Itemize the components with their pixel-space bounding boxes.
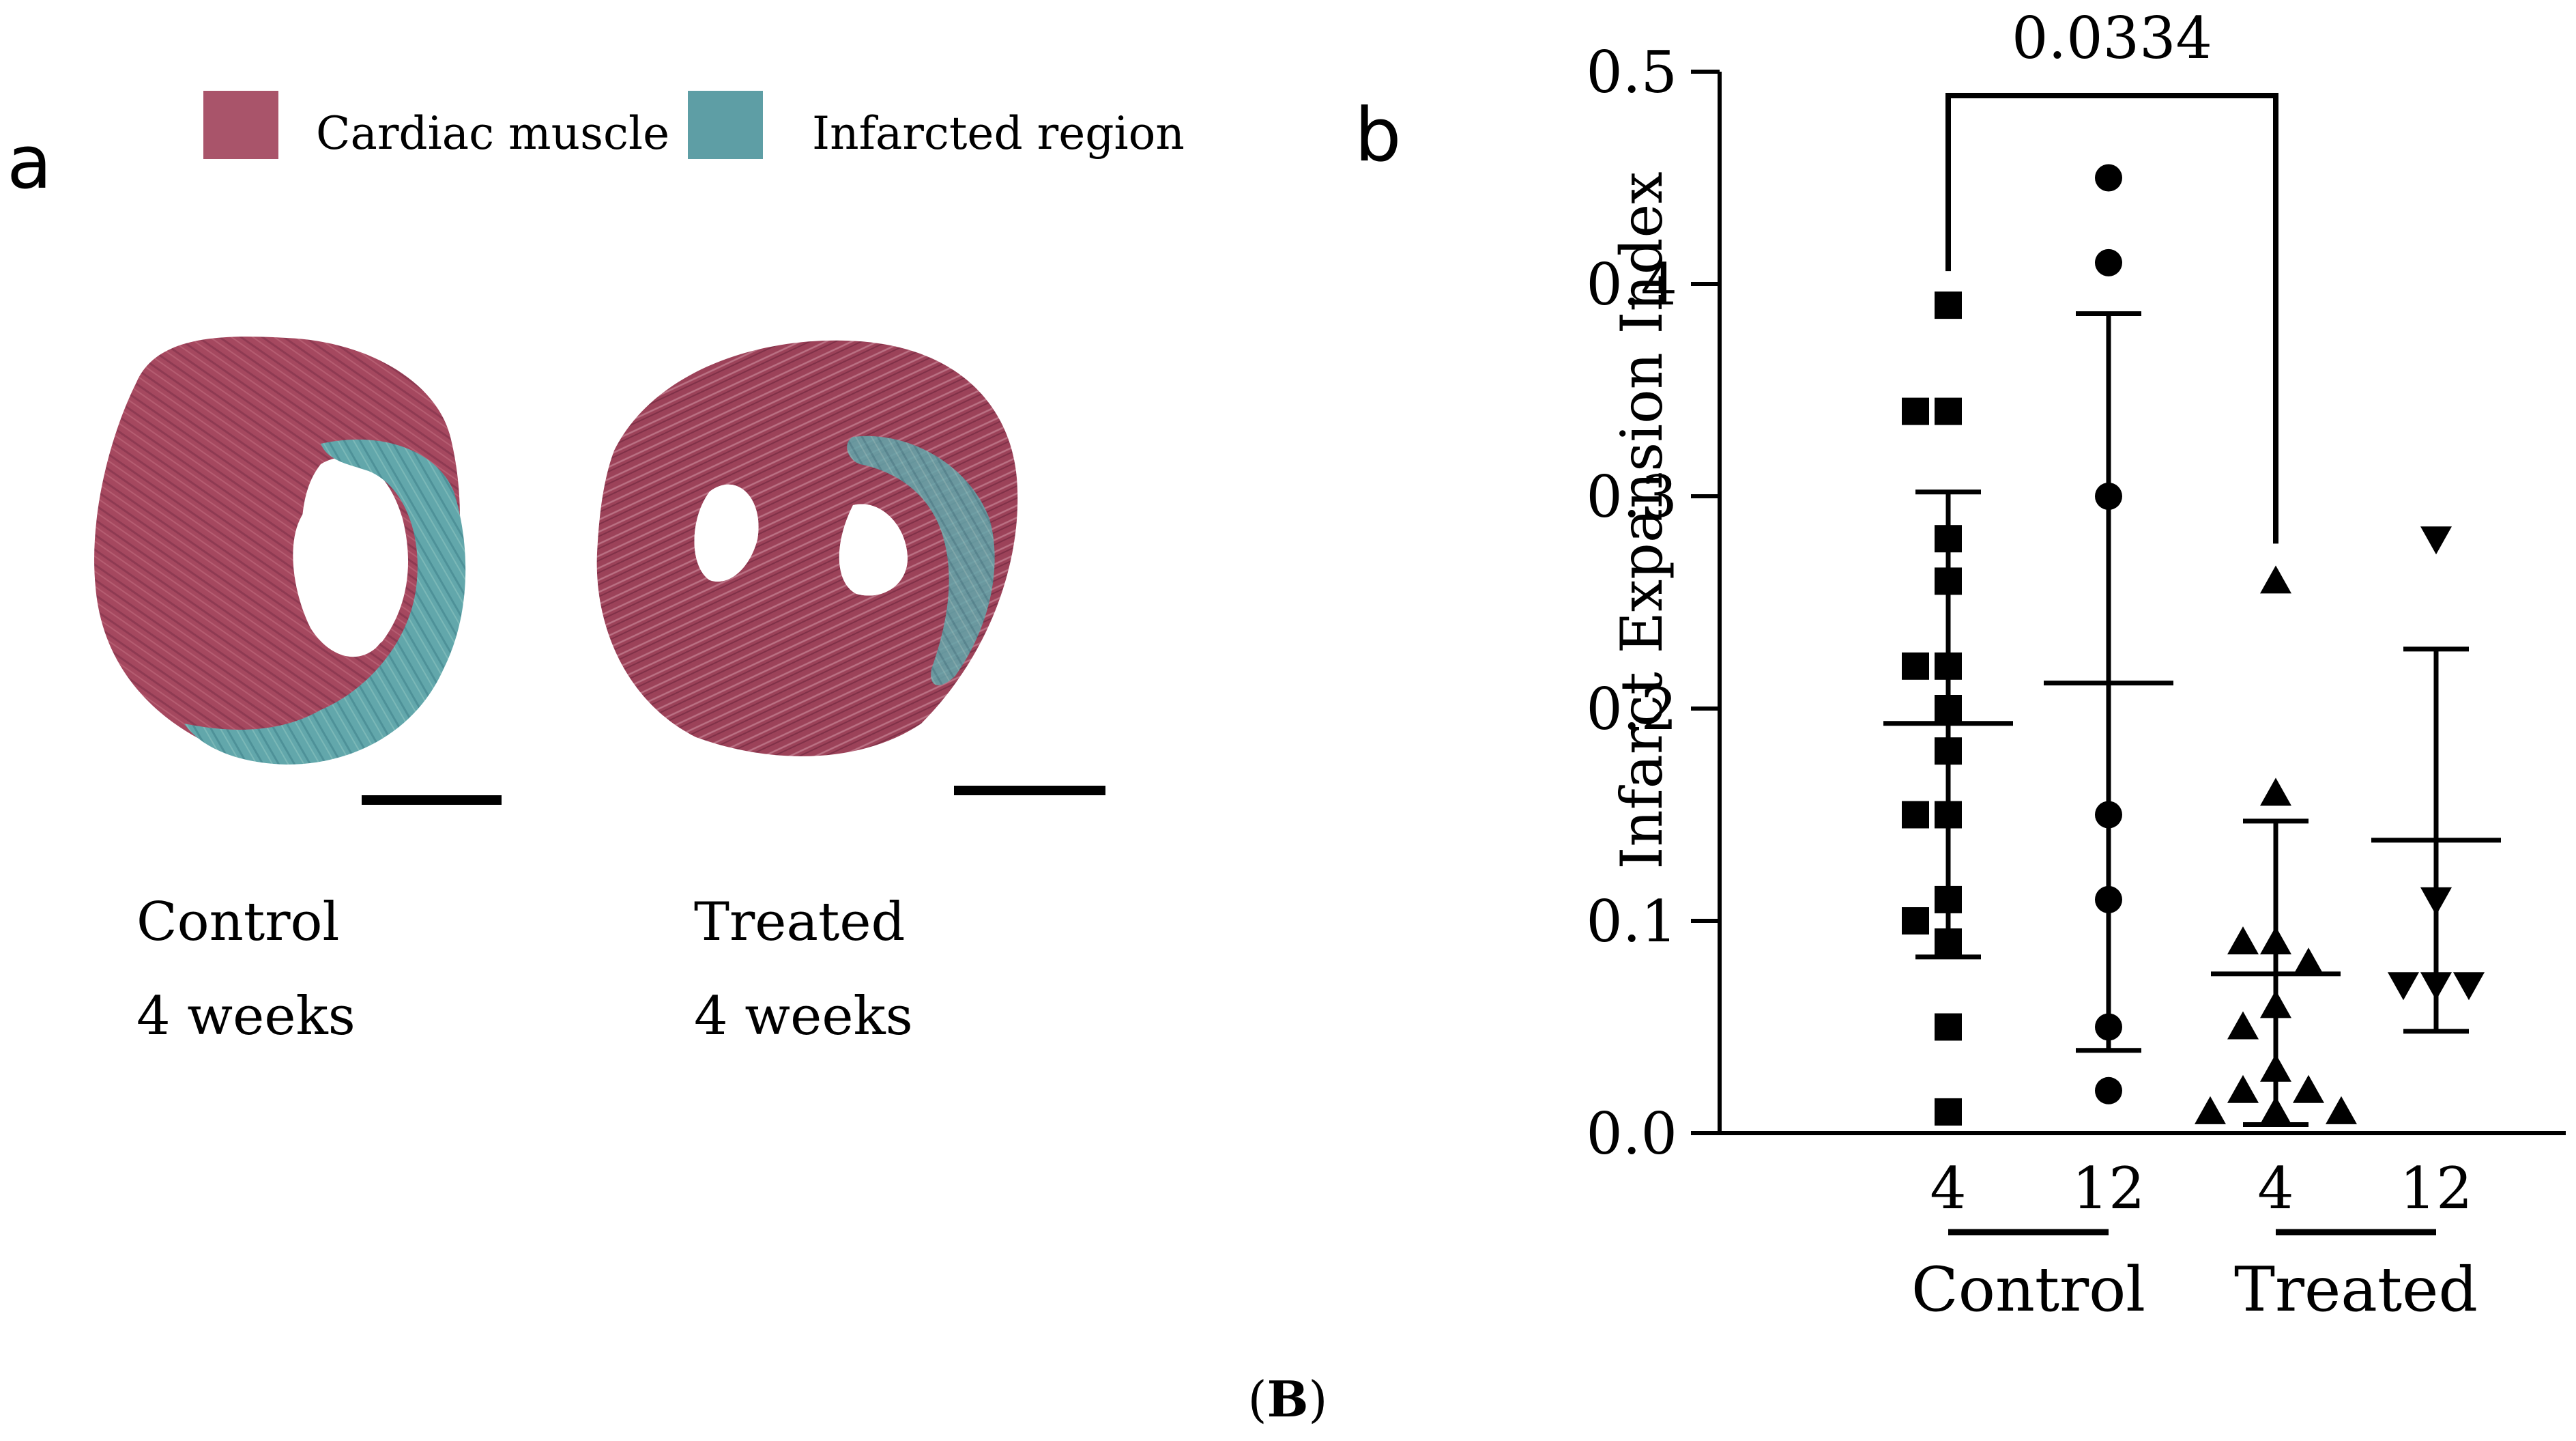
bracket-line: [1945, 93, 2278, 544]
y-tick-label: 0.5: [1586, 39, 1677, 106]
data-point-square: [1935, 291, 1962, 319]
data-point-square: [1902, 397, 1929, 425]
legend: Cardiac muscle Infarcted region: [203, 91, 1185, 160]
y-tick-label: 0.4: [1586, 251, 1677, 318]
heart-section-control: [94, 337, 466, 765]
data-point-triangle-up: [2326, 1096, 2357, 1124]
data-point-square: [1935, 695, 1962, 722]
caption-letter: B: [1267, 1370, 1309, 1428]
panel-b-label: b: [1355, 93, 1402, 178]
data-point-square: [1935, 1098, 1962, 1126]
y-tick-label: 0.2: [1586, 676, 1677, 743]
data-point-triangle-up: [2260, 1053, 2291, 1082]
y-tick-label: 0.0: [1586, 1100, 1677, 1167]
data-point-triangle-up: [2260, 565, 2291, 594]
caption-open: (: [1247, 1371, 1267, 1428]
data-point-square: [1935, 525, 1962, 553]
data-point-square: [1935, 737, 1962, 765]
data-point-circle: [2095, 248, 2122, 276]
data-point-triangle-up: [2260, 990, 2291, 1018]
y-axis-label: Infarct Expansion Index: [1608, 171, 1675, 869]
data-point-triangle-down: [2420, 526, 2452, 555]
data-point-triangle-down: [2388, 972, 2419, 1001]
data-point-circle: [2095, 1013, 2122, 1041]
data-point-square: [1935, 652, 1962, 680]
data-point-square: [1935, 801, 1962, 829]
x-tick-label: 4: [2257, 1155, 2293, 1222]
legend-label-cardiac-muscle: Cardiac muscle: [316, 107, 669, 160]
y-tick-label: 0.1: [1586, 888, 1677, 955]
data-point-square: [1935, 928, 1962, 956]
data-point-circle: [2095, 164, 2122, 192]
data-point-triangle-up: [2195, 1096, 2226, 1124]
x-tick-label: 12: [2072, 1155, 2145, 1222]
heart-section-treated: [596, 340, 1018, 756]
data-point-triangle-up: [2260, 926, 2291, 955]
comparison-bracket: 0.0334: [1945, 5, 2278, 544]
panel-b: b 0.0 0.1 0.2 0.3 0.4 0.5 4 12 4 12 Control Treat…: [1355, 5, 2566, 1326]
data-point-square: [1902, 801, 1929, 829]
legend-swatch-infarcted-region: [688, 91, 763, 159]
data-point-circle: [2095, 801, 2122, 829]
data-point-triangle-up: [2260, 777, 2291, 806]
sample-label-control-group: Control: [136, 891, 339, 953]
p-value-label: 0.0334: [2012, 5, 2212, 72]
data-point-square: [1935, 397, 1962, 425]
panel-a-label: a: [7, 120, 52, 205]
x-tick-label: 12: [2400, 1155, 2473, 1222]
sample-label-treated-group: Treated: [694, 891, 905, 953]
group-label: Control: [1911, 1254, 2145, 1326]
figure-caption: (B): [1247, 1370, 1327, 1428]
sample-label-control-time: 4 weeks: [136, 986, 356, 1047]
data-point-triangle-up: [2227, 1074, 2259, 1103]
x-tick-label: 4: [1930, 1155, 1966, 1222]
data-point-circle: [2095, 885, 2122, 913]
data-point-triangle-down: [2420, 972, 2452, 1001]
caption-close: ): [1308, 1371, 1327, 1428]
error-bars: [1883, 311, 2501, 1128]
data-point-square: [1902, 907, 1929, 934]
data-point-square: [1935, 567, 1962, 595]
data-point-square: [1902, 652, 1929, 680]
y-ticks: 0.0 0.1 0.2 0.3 0.4 0.5: [1586, 39, 1720, 1167]
data-point-triangle-down: [2420, 887, 2452, 915]
data-point-triangle-up: [2293, 947, 2324, 976]
data-point-triangle-up: [2227, 926, 2259, 955]
panel-a: a Cardiac muscle Infarcted region: [7, 91, 1185, 1047]
data-point-triangle-down: [2453, 972, 2485, 1001]
data-point-circle: [2095, 1076, 2122, 1104]
scatter-chart: 0.0 0.1 0.2 0.3 0.4 0.5 4 12 4 12 Control Treated…: [1586, 5, 2566, 1326]
data-point-triangle-up: [2227, 1011, 2259, 1040]
legend-label-infarcted-region: Infarcted region: [812, 107, 1185, 160]
data-point-circle: [2095, 483, 2122, 510]
data-point-square: [1935, 885, 1962, 913]
data-point-triangle-up: [2293, 1074, 2324, 1103]
data-point-square: [1935, 1013, 1962, 1041]
sample-label-treated-time: 4 weeks: [694, 986, 913, 1047]
x-ticks: 4 12 4 12: [1930, 1155, 2472, 1222]
group-label: Treated: [2234, 1254, 2478, 1326]
data-point-triangle-up: [2260, 1096, 2291, 1124]
data-points: [1902, 164, 2485, 1126]
legend-swatch-cardiac-muscle: [203, 91, 278, 159]
group-labels: Control Treated: [1911, 1229, 2478, 1326]
y-tick-label: 0.3: [1586, 463, 1677, 530]
